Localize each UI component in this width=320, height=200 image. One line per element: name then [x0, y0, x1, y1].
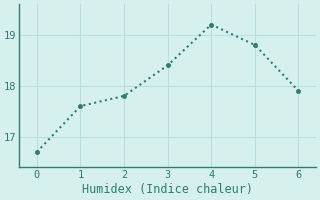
X-axis label: Humidex (Indice chaleur): Humidex (Indice chaleur)	[82, 183, 253, 196]
